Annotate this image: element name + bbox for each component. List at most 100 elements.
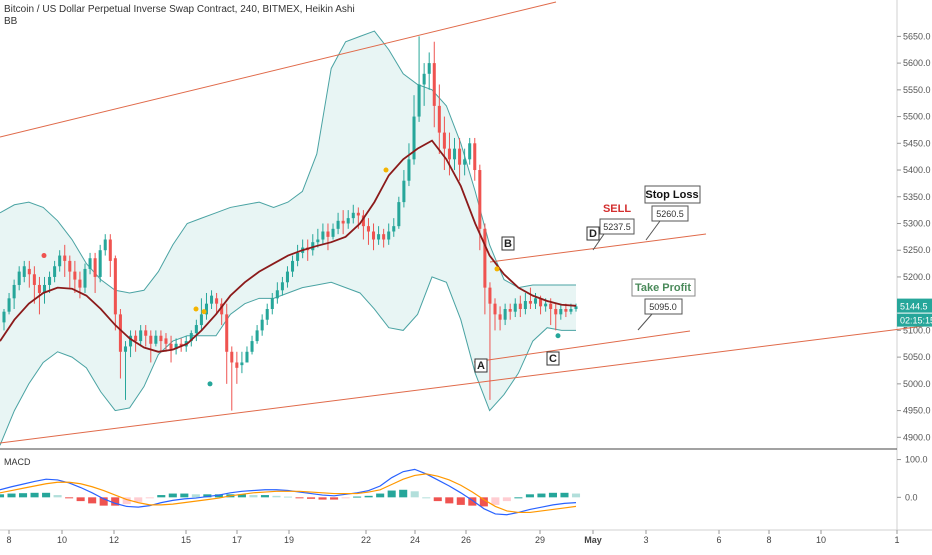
macd-histogram-bar [42, 492, 51, 498]
candle-body [210, 295, 214, 304]
macd-histogram-bar [571, 493, 581, 498]
macd-histogram-bar [191, 494, 200, 498]
y-tick-label: 5050.0 [903, 352, 931, 362]
y-tick-label: 5250.0 [903, 245, 931, 255]
y-tick-label: 5100.0 [903, 325, 931, 335]
x-tick-label: 22 [361, 535, 371, 545]
candle-body [366, 226, 370, 232]
candle-body [336, 220, 340, 229]
candle-body [523, 300, 527, 310]
candle-body [564, 309, 568, 312]
x-tick-label: 6 [716, 535, 721, 545]
candle-body [189, 333, 193, 342]
sell-callout [599, 218, 635, 235]
candle-body [372, 231, 376, 240]
candle-body [63, 255, 67, 261]
signal-dot [555, 333, 561, 339]
symbol-title[interactable]: Bitcoin / US Dollar Perpetual Inverse Sw… [4, 4, 355, 15]
candle-body [442, 132, 446, 149]
macd-histogram-bar [422, 497, 431, 499]
macd-histogram-bar [410, 491, 419, 498]
take-profit-value: 5095.0 [649, 302, 677, 312]
candle-body [179, 343, 183, 347]
candle-body [427, 63, 431, 74]
candle-body [48, 276, 52, 285]
candle-body [12, 284, 16, 299]
candle-body [164, 338, 168, 344]
bb-indicator-label[interactable]: BB [4, 16, 18, 27]
candle-body [154, 335, 158, 344]
candle-body [58, 255, 62, 267]
macd-histogram-bar [237, 494, 246, 498]
candle-body [169, 343, 173, 350]
candle-body [321, 231, 325, 240]
macd-histogram-bar [99, 497, 108, 506]
macd-histogram-bar [525, 494, 534, 498]
candle-body [437, 105, 441, 133]
x-tick-label: 29 [535, 535, 545, 545]
macd-histogram-bar [111, 497, 120, 506]
macd-histogram-bar [19, 493, 28, 498]
candle-body [452, 148, 457, 160]
candle-body [402, 180, 406, 203]
candle-body [235, 362, 239, 368]
macd-line [0, 468, 577, 516]
macd-tick-label: 0.0 [905, 492, 918, 502]
candle-body [508, 309, 512, 312]
last-price-box [897, 298, 932, 313]
candle-body [265, 309, 269, 320]
candle-body [478, 170, 482, 229]
candle-body [275, 290, 279, 299]
macd-histogram-bar [88, 497, 97, 504]
candle-body [498, 314, 502, 320]
x-tick-label: 24 [410, 535, 420, 545]
candle-body [7, 298, 11, 312]
y-tick-label: 5400.0 [903, 165, 931, 175]
candle-body [159, 335, 163, 342]
candle-body [569, 309, 573, 312]
y-tick-label: 5450.0 [903, 138, 931, 148]
candle-body [88, 258, 92, 269]
candle-body [199, 314, 203, 326]
candle-body [83, 268, 87, 288]
macd-histogram-bar [307, 497, 316, 499]
candle-body [285, 271, 289, 283]
candle-body [255, 330, 259, 342]
candle-body [68, 260, 72, 272]
x-tick-label: 19 [284, 535, 294, 545]
macd-histogram-bar [260, 495, 269, 498]
candle-body [149, 335, 153, 344]
candle-body [93, 258, 97, 277]
x-tick-label: 1 [894, 535, 899, 545]
macd-histogram-bar [445, 497, 454, 504]
candle-body [458, 148, 462, 165]
point-label: A [477, 360, 485, 372]
point-label-box [586, 226, 600, 241]
candle-body [341, 220, 345, 224]
stop-loss-box [644, 185, 701, 204]
chart-header: Bitcoin / US Dollar Perpetual Inverse Sw… [4, 4, 355, 28]
candle-body [417, 84, 421, 117]
signal-dot [207, 381, 213, 387]
point-label-box [501, 236, 515, 251]
candle-body [139, 330, 143, 342]
channel-lower-line [0, 324, 932, 444]
point-label: B [504, 238, 512, 250]
x-tick-label: 8 [6, 535, 11, 545]
take-profit-callout [644, 298, 683, 315]
x-tick-label: 15 [181, 535, 191, 545]
candle-body [382, 234, 386, 240]
candle-body [144, 330, 148, 336]
candle-body [346, 218, 350, 224]
candle-body [361, 215, 365, 227]
candle-body [129, 335, 133, 347]
macd-histogram-bar [7, 493, 16, 498]
candle-body [103, 239, 107, 251]
candle-body [447, 148, 451, 160]
x-tick-label: 10 [816, 535, 826, 545]
candle-body [174, 343, 178, 350]
macd-histogram-bar [30, 492, 39, 498]
bollinger-lower-band [0, 276, 576, 446]
